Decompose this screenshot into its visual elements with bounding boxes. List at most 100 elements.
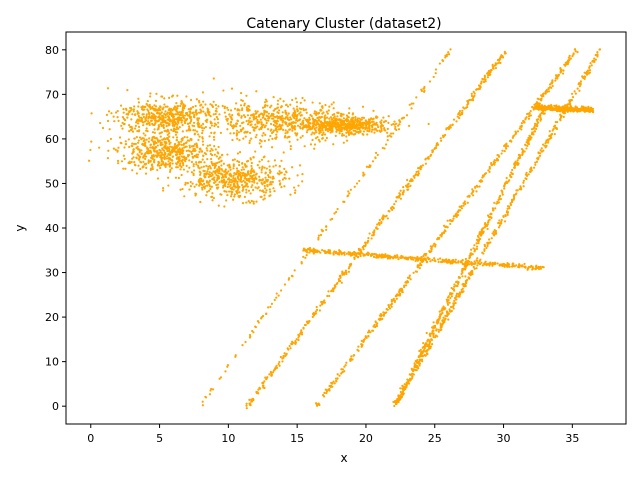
cluster-point (213, 124, 216, 128)
line-point (208, 393, 212, 396)
line-point (424, 162, 428, 165)
line-point (371, 160, 375, 163)
line-point (409, 184, 412, 187)
line-point (461, 268, 464, 271)
line-point (315, 305, 318, 309)
cluster-point (138, 148, 141, 151)
line-point (429, 154, 432, 157)
cluster-point (201, 129, 204, 132)
cluster-point (126, 88, 129, 92)
cluster-point (251, 178, 254, 181)
cluster-point (260, 158, 264, 161)
line-point (304, 249, 307, 252)
line-point (460, 288, 463, 291)
cluster-point (337, 111, 340, 115)
line-point (348, 252, 351, 255)
line-point (263, 380, 266, 383)
cluster-point (276, 99, 280, 102)
cluster-point (185, 95, 188, 98)
cluster-point (190, 152, 194, 156)
cluster-point (301, 121, 304, 124)
line-point (265, 312, 268, 316)
line-point (314, 310, 317, 313)
line-point (346, 195, 349, 198)
cluster-point (298, 125, 302, 128)
cluster-point (106, 157, 110, 160)
line-point (596, 55, 599, 58)
line-point (520, 265, 523, 268)
cluster-point (301, 96, 304, 100)
cluster-point (144, 162, 148, 165)
line-point (357, 252, 361, 256)
cluster-point (333, 123, 337, 126)
cluster-point (201, 188, 204, 191)
line-point (487, 219, 490, 222)
line-point (529, 168, 532, 171)
line-point (475, 245, 479, 248)
cluster-point (154, 150, 157, 153)
cluster-point (211, 199, 214, 202)
cluster-point (130, 118, 133, 121)
line-point (420, 358, 424, 361)
cluster-point (240, 115, 243, 118)
cluster-point (170, 128, 173, 131)
cluster-point (171, 159, 174, 162)
cluster-point (248, 131, 252, 135)
line-point (503, 187, 506, 190)
cluster-point (153, 128, 156, 131)
cluster-point (163, 156, 167, 159)
line-point (481, 77, 484, 81)
line-point (422, 257, 426, 260)
cluster-point (240, 98, 243, 102)
line-point (385, 255, 388, 258)
cluster-point (217, 152, 220, 155)
cluster-point (192, 147, 195, 151)
line-point (489, 212, 492, 215)
cluster-point (230, 178, 233, 182)
cluster-point (122, 154, 125, 157)
cluster-point (345, 131, 348, 134)
cluster-point (249, 120, 252, 123)
line-point (494, 231, 498, 234)
line-point (500, 54, 503, 57)
line-point (468, 195, 471, 198)
cluster-point (222, 162, 225, 165)
line-point (579, 83, 582, 86)
cluster-point (236, 137, 239, 140)
line-point (514, 130, 517, 133)
line-point (525, 177, 528, 181)
cluster-point (226, 106, 229, 109)
line-point (390, 302, 394, 305)
line-point (524, 144, 527, 147)
cluster-point (106, 139, 109, 143)
cluster-point (390, 123, 393, 126)
line-point (456, 211, 460, 214)
cluster-point (313, 127, 316, 130)
cluster-point (272, 177, 275, 180)
cluster-point (372, 109, 375, 112)
line-point (475, 242, 478, 245)
cluster-point (207, 175, 210, 179)
line-point (312, 313, 315, 316)
cluster-point (286, 117, 289, 121)
line-point (399, 189, 402, 192)
line-point (557, 74, 560, 77)
line-point (558, 118, 562, 121)
cluster-point (193, 149, 196, 153)
line-point (312, 252, 315, 255)
cluster-point (294, 114, 298, 118)
line-point (455, 284, 458, 287)
cluster-point (311, 101, 314, 104)
cluster-point (164, 153, 167, 156)
line-point (380, 253, 384, 256)
cluster-point (180, 155, 183, 158)
line-point (594, 53, 597, 57)
cluster-point (171, 124, 174, 127)
line-point (494, 207, 497, 210)
line-point (432, 329, 435, 332)
cluster-point (252, 202, 255, 205)
cluster-point (213, 171, 217, 174)
cluster-point (354, 119, 357, 122)
cluster-point (214, 112, 217, 116)
cluster-point (169, 145, 172, 148)
